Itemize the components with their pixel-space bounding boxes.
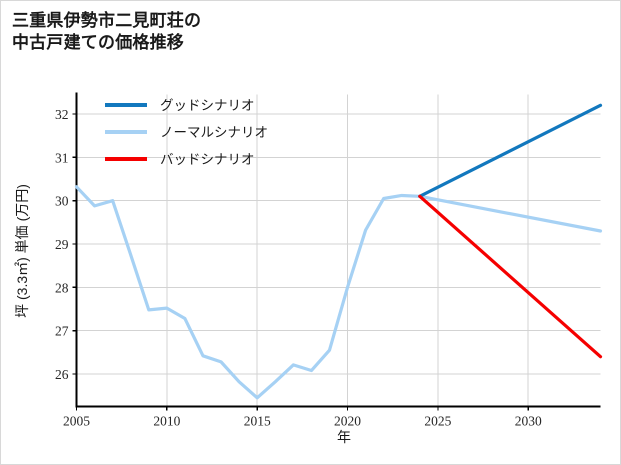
x-axis-tick-labels: 2005 2010 2015 2020 2025 2030 bbox=[63, 414, 542, 429]
series-line-ノーマルシナリオ bbox=[74, 185, 603, 400]
series-line-バッドシナリオ bbox=[418, 194, 603, 359]
y-axis-tick-labels: 26 27 28 29 30 31 32 bbox=[55, 107, 69, 382]
y-tick-label: 29 bbox=[55, 237, 69, 252]
legend-label-normal: ノーマルシナリオ bbox=[160, 125, 268, 140]
y-tick-label: 26 bbox=[55, 367, 69, 382]
y-tick-label: 30 bbox=[55, 194, 69, 209]
legend-label-bad: バッドシナリオ bbox=[160, 152, 255, 167]
legend-label-good: グッドシナリオ bbox=[160, 98, 255, 113]
y-tick-label: 31 bbox=[55, 150, 69, 165]
axis-spines bbox=[75, 92, 601, 408]
x-tick-label: 2010 bbox=[153, 414, 180, 429]
y-tick-label: 28 bbox=[55, 280, 69, 295]
y-axis-title: 坪 (3.3㎡) 単価 (万円) bbox=[14, 184, 30, 318]
y-tick-label: 27 bbox=[55, 324, 69, 339]
x-tick-label: 2015 bbox=[244, 414, 271, 429]
x-tick-label: 2005 bbox=[63, 414, 90, 429]
x-tick-label: 2030 bbox=[515, 414, 542, 429]
y-tick-label: 32 bbox=[55, 107, 69, 122]
page-title: 三重県伊勢市二見町荘の 中古戸建ての価格推移 bbox=[12, 11, 202, 53]
series-line-グッドシナリオ bbox=[418, 103, 603, 198]
x-tick-label: 2025 bbox=[424, 414, 451, 429]
axis-tick-marks bbox=[72, 113, 529, 411]
data-series bbox=[74, 103, 603, 400]
gridlines bbox=[76, 94, 601, 407]
x-tick-label: 2020 bbox=[334, 414, 361, 429]
x-axis-title: 年 bbox=[337, 429, 351, 445]
